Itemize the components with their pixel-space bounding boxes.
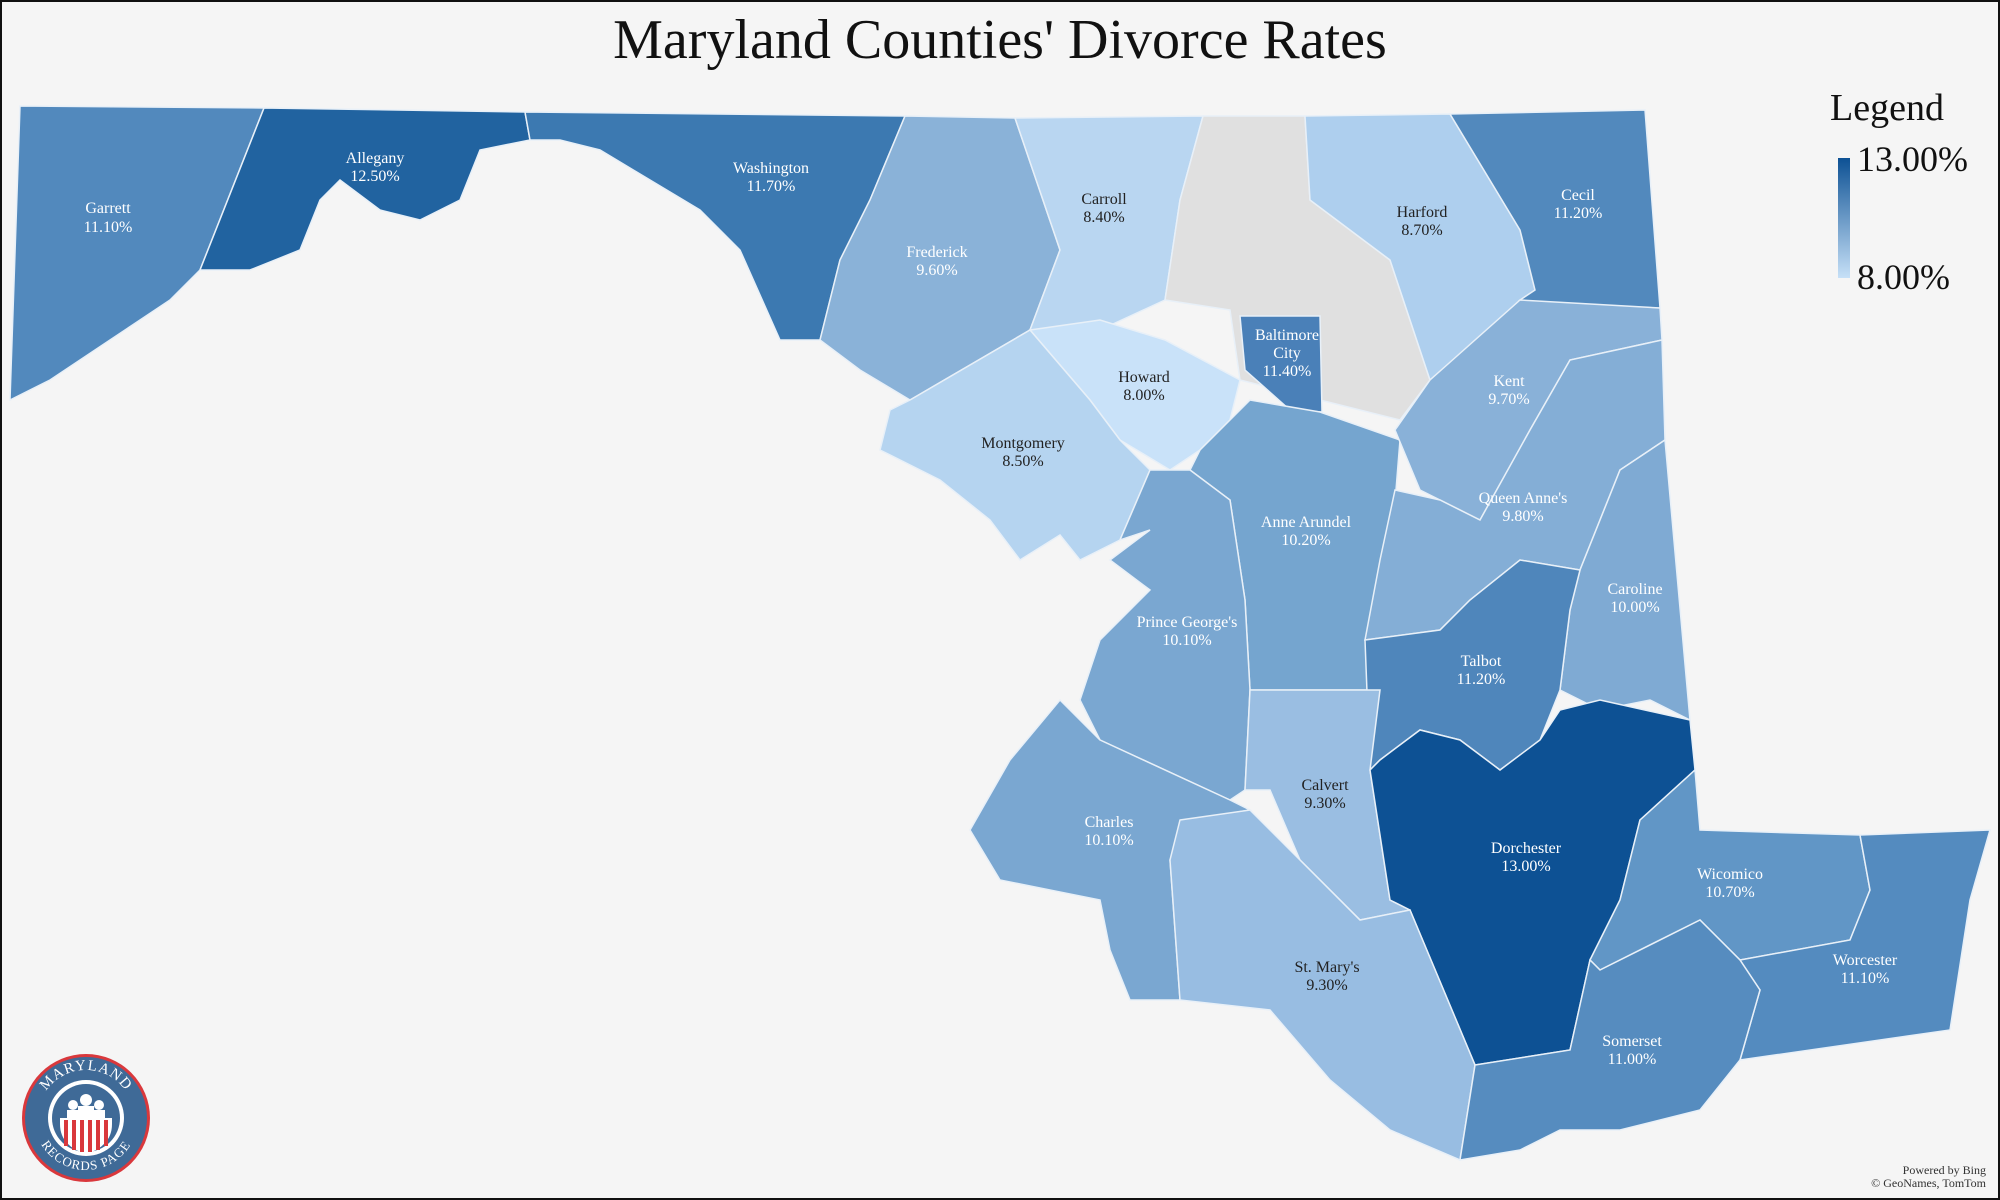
svg-text:Montgomery: Montgomery [981, 435, 1065, 452]
svg-text:Washington: Washington [733, 160, 809, 177]
svg-text:11.70%: 11.70% [747, 178, 796, 195]
county-somerset[interactable] [1459, 919, 1761, 1161]
label-garrett: Garrett [85, 200, 131, 217]
svg-text:10.10%: 10.10% [1084, 832, 1133, 849]
svg-text:12.50%: 12.50% [350, 168, 399, 185]
svg-text:Worcester: Worcester [1833, 952, 1898, 969]
svg-text:10.10%: 10.10% [1162, 632, 1211, 649]
svg-text:Wicomico: Wicomico [1697, 866, 1763, 883]
legend-gradient-bar [1838, 158, 1850, 278]
svg-text:10.20%: 10.20% [1281, 532, 1330, 549]
svg-text:Harford: Harford [1397, 204, 1448, 221]
svg-text:Queen Anne's: Queen Anne's [1479, 490, 1568, 507]
svg-text:Charles: Charles [1085, 814, 1134, 831]
svg-text:Prince George's: Prince George's [1137, 614, 1238, 631]
svg-text:11.10%: 11.10% [84, 219, 133, 236]
maryland-records-logo: MARYLAND RECORDS PAGE [22, 1054, 150, 1182]
legend-max-label: 13.00% [1857, 139, 1968, 179]
svg-text:Dorchester: Dorchester [1491, 840, 1562, 857]
copyright-text: © GeoNames, TomTom [1871, 1176, 1986, 1190]
svg-text:9.70%: 9.70% [1488, 391, 1529, 408]
svg-text:St. Mary's: St. Mary's [1294, 959, 1359, 976]
county-montgomery[interactable] [879, 329, 1151, 562]
svg-text:Baltimore: Baltimore [1255, 327, 1319, 344]
svg-text:11.40%: 11.40% [1263, 363, 1312, 380]
svg-text:9.60%: 9.60% [916, 262, 957, 279]
svg-text:9.80%: 9.80% [1502, 508, 1543, 525]
svg-text:10.00%: 10.00% [1610, 599, 1659, 616]
svg-text:City: City [1273, 345, 1301, 362]
svg-text:9.30%: 9.30% [1306, 977, 1347, 994]
powered-by-text: Powered by Bing [1902, 1163, 1986, 1177]
map-title: Maryland Counties' Divorce Rates [613, 9, 1387, 71]
svg-text:9.30%: 9.30% [1304, 795, 1345, 812]
legend-min-label: 8.00% [1857, 257, 1950, 297]
svg-text:Cecil: Cecil [1561, 187, 1595, 204]
svg-text:8.00%: 8.00% [1123, 387, 1164, 404]
svg-text:Carroll: Carroll [1081, 191, 1127, 208]
svg-text:11.00%: 11.00% [1608, 1051, 1657, 1068]
svg-text:Talbot: Talbot [1461, 653, 1502, 670]
svg-text:13.00%: 13.00% [1501, 858, 1550, 875]
svg-text:Allegany: Allegany [346, 150, 405, 167]
svg-text:Howard: Howard [1118, 369, 1170, 386]
svg-text:11.10%: 11.10% [1841, 970, 1890, 987]
svg-text:11.20%: 11.20% [1457, 671, 1506, 688]
svg-text:Frederick: Frederick [906, 244, 967, 261]
svg-text:Somerset: Somerset [1602, 1033, 1662, 1050]
svg-text:8.70%: 8.70% [1401, 222, 1442, 239]
svg-text:Caroline: Caroline [1607, 581, 1662, 598]
svg-text:11.20%: 11.20% [1554, 205, 1603, 222]
legend-title: Legend [1830, 87, 1944, 129]
county-labels: Garrett 11.10% Allegany 12.50% Washingto… [84, 150, 1898, 1068]
svg-text:8.50%: 8.50% [1002, 453, 1043, 470]
svg-text:10.70%: 10.70% [1705, 884, 1754, 901]
svg-text:8.40%: 8.40% [1083, 209, 1124, 226]
svg-text:Calvert: Calvert [1301, 777, 1349, 794]
map-credits: Powered by Bing © GeoNames, TomTom [1871, 1164, 1986, 1190]
svg-text:Kent: Kent [1493, 373, 1525, 390]
svg-text:Anne Arundel: Anne Arundel [1261, 514, 1352, 531]
